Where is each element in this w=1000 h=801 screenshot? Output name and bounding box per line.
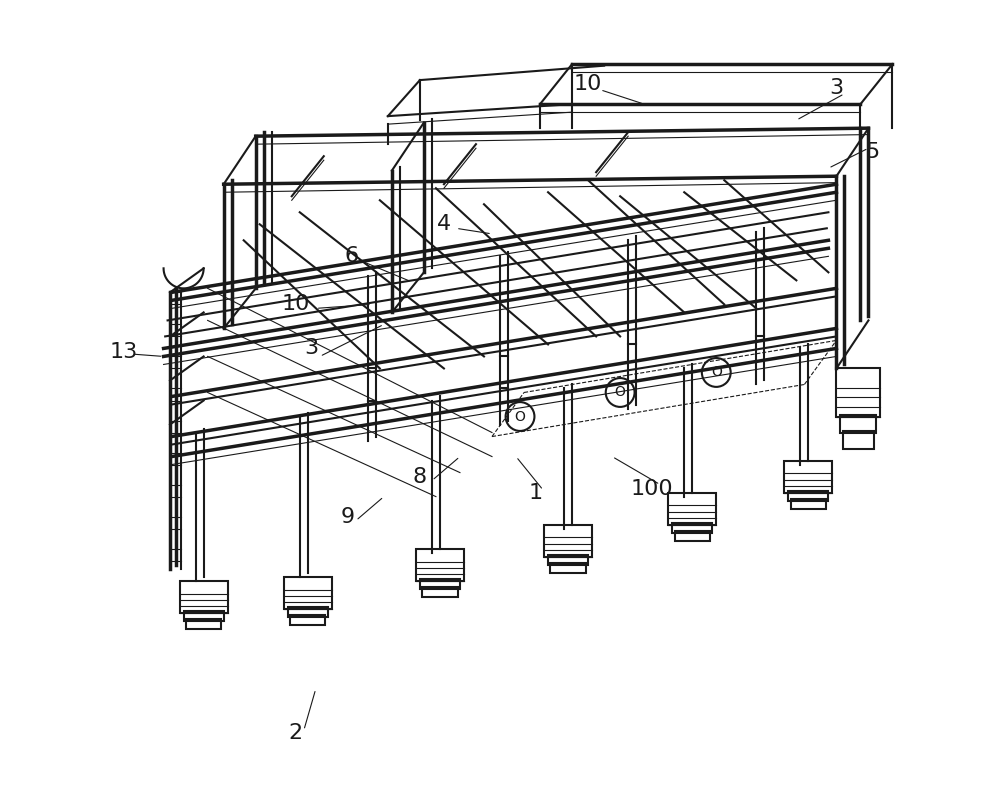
Text: 3: 3	[305, 339, 319, 358]
Bar	[788, 491, 828, 501]
Bar	[843, 431, 874, 449]
Bar	[675, 531, 710, 541]
Bar	[548, 555, 588, 565]
Bar	[422, 587, 458, 597]
Bar	[420, 579, 460, 589]
Bar	[186, 619, 221, 629]
Text: 1: 1	[529, 483, 543, 502]
Text: 3: 3	[829, 78, 843, 98]
Text: 9: 9	[341, 507, 355, 526]
Text: 100: 100	[631, 479, 674, 498]
Bar	[180, 581, 228, 613]
Text: O: O	[615, 385, 626, 400]
Bar	[184, 611, 224, 621]
Text: 2: 2	[289, 723, 303, 743]
Bar	[840, 415, 876, 433]
Text: 10: 10	[282, 295, 310, 314]
Text: O: O	[711, 365, 722, 380]
Bar	[550, 563, 586, 573]
Bar	[836, 368, 880, 417]
Text: 8: 8	[413, 467, 427, 486]
Text: 4: 4	[437, 215, 451, 234]
Bar	[288, 607, 328, 617]
Bar	[416, 549, 464, 581]
Text: O: O	[515, 409, 525, 424]
Bar	[668, 493, 716, 525]
Text: 5: 5	[865, 143, 880, 162]
Bar	[290, 615, 325, 625]
Bar	[544, 525, 592, 557]
Bar	[284, 577, 332, 609]
Bar	[791, 499, 826, 509]
Bar	[672, 523, 712, 533]
Text: 10: 10	[574, 74, 602, 94]
Text: 13: 13	[109, 343, 138, 362]
Bar	[784, 461, 832, 493]
Text: 6: 6	[345, 247, 359, 266]
